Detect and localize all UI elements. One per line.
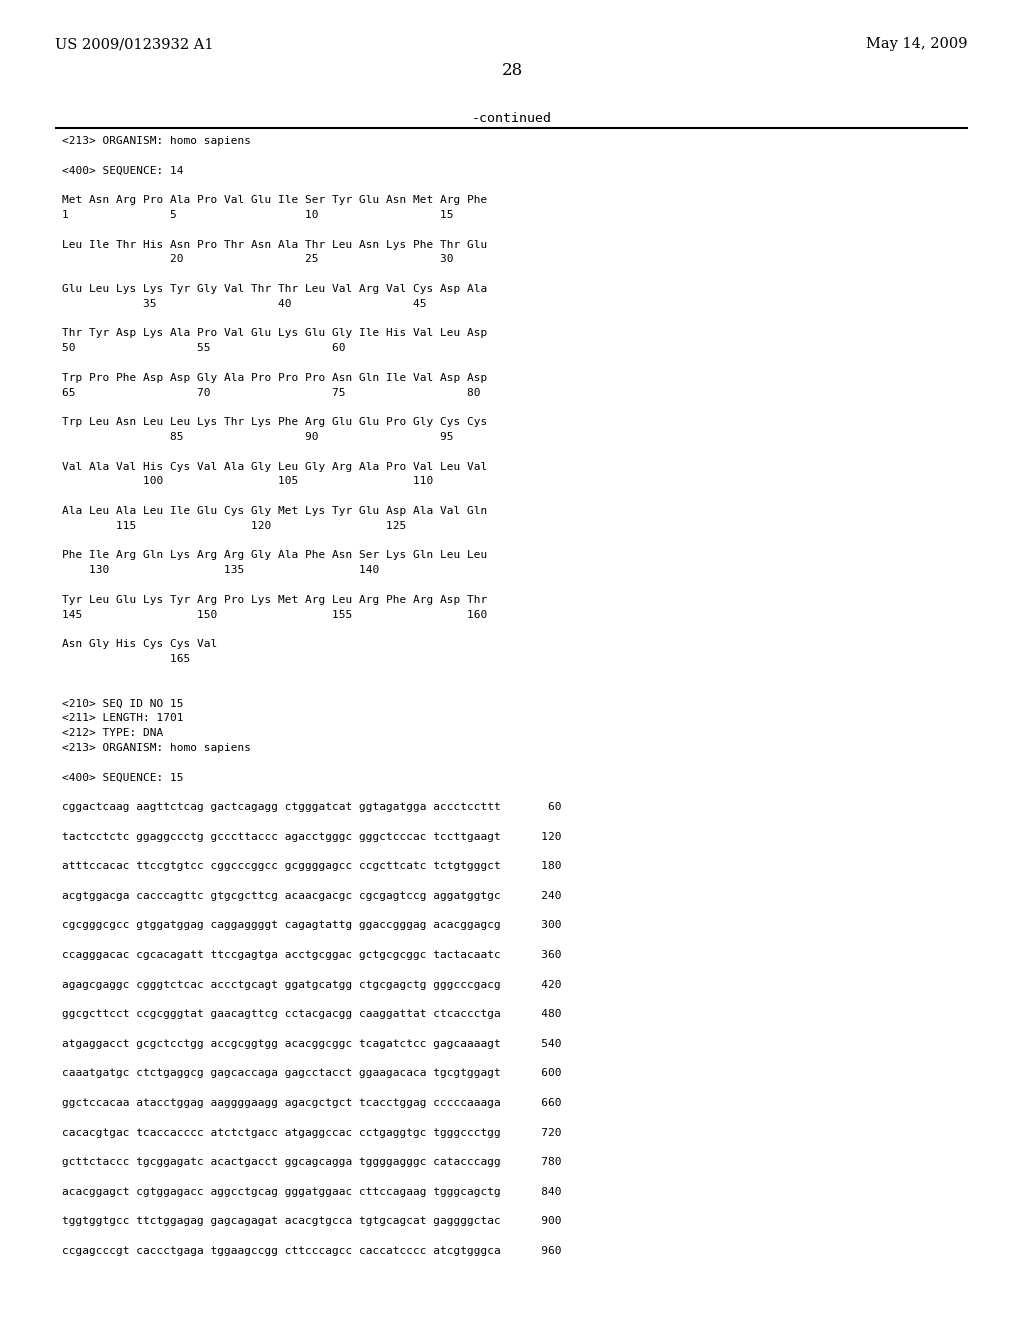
Text: Val Ala Val His Cys Val Ala Gly Leu Gly Arg Ala Pro Val Leu Val: Val Ala Val His Cys Val Ala Gly Leu Gly … bbox=[62, 462, 487, 471]
Text: cacacgtgac tcaccacccc atctctgacc atgaggccac cctgaggtgc tgggccctgg      720: cacacgtgac tcaccacccc atctctgacc atgaggc… bbox=[62, 1127, 561, 1138]
Text: acacggagct cgtggagacc aggcctgcag gggatggaac cttccagaag tgggcagctg      840: acacggagct cgtggagacc aggcctgcag gggatgg… bbox=[62, 1187, 561, 1197]
Text: 50                  55                  60: 50 55 60 bbox=[62, 343, 345, 354]
Text: ccgagcccgt caccctgaga tggaagccgg cttcccagcc caccatcccc atcgtgggca      960: ccgagcccgt caccctgaga tggaagccgg cttccca… bbox=[62, 1246, 561, 1257]
Text: Leu Ile Thr His Asn Pro Thr Asn Ala Thr Leu Asn Lys Phe Thr Glu: Leu Ile Thr His Asn Pro Thr Asn Ala Thr … bbox=[62, 240, 487, 249]
Text: 20                  25                  30: 20 25 30 bbox=[62, 255, 454, 264]
Text: ccagggacac cgcacagatt ttccgagtga acctgcggac gctgcgcggc tactacaatc      360: ccagggacac cgcacagatt ttccgagtga acctgcg… bbox=[62, 950, 561, 960]
Text: atttccacac ttccgtgtcc cggcccggcc gcggggagcc ccgcttcatc tctgtgggct      180: atttccacac ttccgtgtcc cggcccggcc gcgggga… bbox=[62, 861, 561, 871]
Text: <213> ORGANISM: homo sapiens: <213> ORGANISM: homo sapiens bbox=[62, 136, 251, 147]
Text: cgcgggcgcc gtggatggag caggaggggt cagagtattg ggaccgggag acacggagcg      300: cgcgggcgcc gtggatggag caggaggggt cagagta… bbox=[62, 920, 561, 931]
Text: 165: 165 bbox=[62, 653, 190, 664]
Text: <400> SEQUENCE: 14: <400> SEQUENCE: 14 bbox=[62, 165, 183, 176]
Text: gcttctaccc tgcggagatc acactgacct ggcagcagga tggggagggc catacccagg      780: gcttctaccc tgcggagatc acactgacct ggcagca… bbox=[62, 1158, 561, 1167]
Text: 100                 105                 110: 100 105 110 bbox=[62, 477, 433, 486]
Text: Met Asn Arg Pro Ala Pro Val Glu Ile Ser Tyr Glu Asn Met Arg Phe: Met Asn Arg Pro Ala Pro Val Glu Ile Ser … bbox=[62, 195, 487, 205]
Text: Trp Pro Phe Asp Asp Gly Ala Pro Pro Pro Asn Gln Ile Val Asp Asp: Trp Pro Phe Asp Asp Gly Ala Pro Pro Pro … bbox=[62, 372, 487, 383]
Text: 65                  70                  75                  80: 65 70 75 80 bbox=[62, 388, 480, 397]
Text: Glu Leu Lys Lys Tyr Gly Val Thr Thr Leu Val Arg Val Cys Asp Ala: Glu Leu Lys Lys Tyr Gly Val Thr Thr Leu … bbox=[62, 284, 487, 294]
Text: ggctccacaa atacctggag aaggggaagg agacgctgct tcacctggag cccccaaaga      660: ggctccacaa atacctggag aaggggaagg agacgct… bbox=[62, 1098, 561, 1107]
Text: May 14, 2009: May 14, 2009 bbox=[866, 37, 968, 51]
Text: -continued: -continued bbox=[472, 112, 552, 125]
Text: Trp Leu Asn Leu Leu Lys Thr Lys Phe Arg Glu Glu Pro Gly Cys Cys: Trp Leu Asn Leu Leu Lys Thr Lys Phe Arg … bbox=[62, 417, 487, 428]
Text: 145                 150                 155                 160: 145 150 155 160 bbox=[62, 610, 487, 619]
Text: US 2009/0123932 A1: US 2009/0123932 A1 bbox=[55, 37, 213, 51]
Text: agagcgaggc cgggtctcac accctgcagt ggatgcatgg ctgcgagctg gggcccgacg      420: agagcgaggc cgggtctcac accctgcagt ggatgca… bbox=[62, 979, 561, 990]
Text: 115                 120                 125: 115 120 125 bbox=[62, 521, 407, 531]
Text: 1               5                   10                  15: 1 5 10 15 bbox=[62, 210, 454, 220]
Text: Thr Tyr Asp Lys Ala Pro Val Glu Lys Glu Gly Ile His Val Leu Asp: Thr Tyr Asp Lys Ala Pro Val Glu Lys Glu … bbox=[62, 329, 487, 338]
Text: Ala Leu Ala Leu Ile Glu Cys Gly Met Lys Tyr Glu Asp Ala Val Gln: Ala Leu Ala Leu Ile Glu Cys Gly Met Lys … bbox=[62, 506, 487, 516]
Text: <210> SEQ ID NO 15: <210> SEQ ID NO 15 bbox=[62, 698, 183, 709]
Text: cggactcaag aagttctcag gactcagagg ctgggatcat ggtagatgga accctccttt       60: cggactcaag aagttctcag gactcagagg ctgggat… bbox=[62, 803, 561, 812]
Text: Tyr Leu Glu Lys Tyr Arg Pro Lys Met Arg Leu Arg Phe Arg Asp Thr: Tyr Leu Glu Lys Tyr Arg Pro Lys Met Arg … bbox=[62, 595, 487, 605]
Text: 28: 28 bbox=[502, 62, 522, 79]
Text: tggtggtgcc ttctggagag gagcagagat acacgtgcca tgtgcagcat gaggggctac      900: tggtggtgcc ttctggagag gagcagagat acacgtg… bbox=[62, 1217, 561, 1226]
Text: Phe Ile Arg Gln Lys Arg Arg Gly Ala Phe Asn Ser Lys Gln Leu Leu: Phe Ile Arg Gln Lys Arg Arg Gly Ala Phe … bbox=[62, 550, 487, 561]
Text: caaatgatgc ctctgaggcg gagcaccaga gagcctacct ggaagacaca tgcgtggagt      600: caaatgatgc ctctgaggcg gagcaccaga gagccta… bbox=[62, 1068, 561, 1078]
Text: tactcctctc ggaggccctg gcccttaccc agacctgggc gggctcccac tccttgaagt      120: tactcctctc ggaggccctg gcccttaccc agacctg… bbox=[62, 832, 561, 842]
Text: atgaggacct gcgctcctgg accgcggtgg acacggcggc tcagatctcc gagcaaaagt      540: atgaggacct gcgctcctgg accgcggtgg acacggc… bbox=[62, 1039, 561, 1049]
Text: <213> ORGANISM: homo sapiens: <213> ORGANISM: homo sapiens bbox=[62, 743, 251, 752]
Text: <400> SEQUENCE: 15: <400> SEQUENCE: 15 bbox=[62, 772, 183, 783]
Text: acgtggacga cacccagttc gtgcgcttcg acaacgacgc cgcgagtccg aggatggtgc      240: acgtggacga cacccagttc gtgcgcttcg acaacga… bbox=[62, 891, 561, 900]
Text: <212> TYPE: DNA: <212> TYPE: DNA bbox=[62, 729, 163, 738]
Text: Asn Gly His Cys Cys Val: Asn Gly His Cys Cys Val bbox=[62, 639, 217, 649]
Text: 130                 135                 140: 130 135 140 bbox=[62, 565, 379, 576]
Text: 35                  40                  45: 35 40 45 bbox=[62, 298, 427, 309]
Text: ggcgcttcct ccgcgggtat gaacagttcg cctacgacgg caaggattat ctcaccctga      480: ggcgcttcct ccgcgggtat gaacagttcg cctacga… bbox=[62, 1010, 561, 1019]
Text: <211> LENGTH: 1701: <211> LENGTH: 1701 bbox=[62, 713, 183, 723]
Text: 85                  90                  95: 85 90 95 bbox=[62, 432, 454, 442]
